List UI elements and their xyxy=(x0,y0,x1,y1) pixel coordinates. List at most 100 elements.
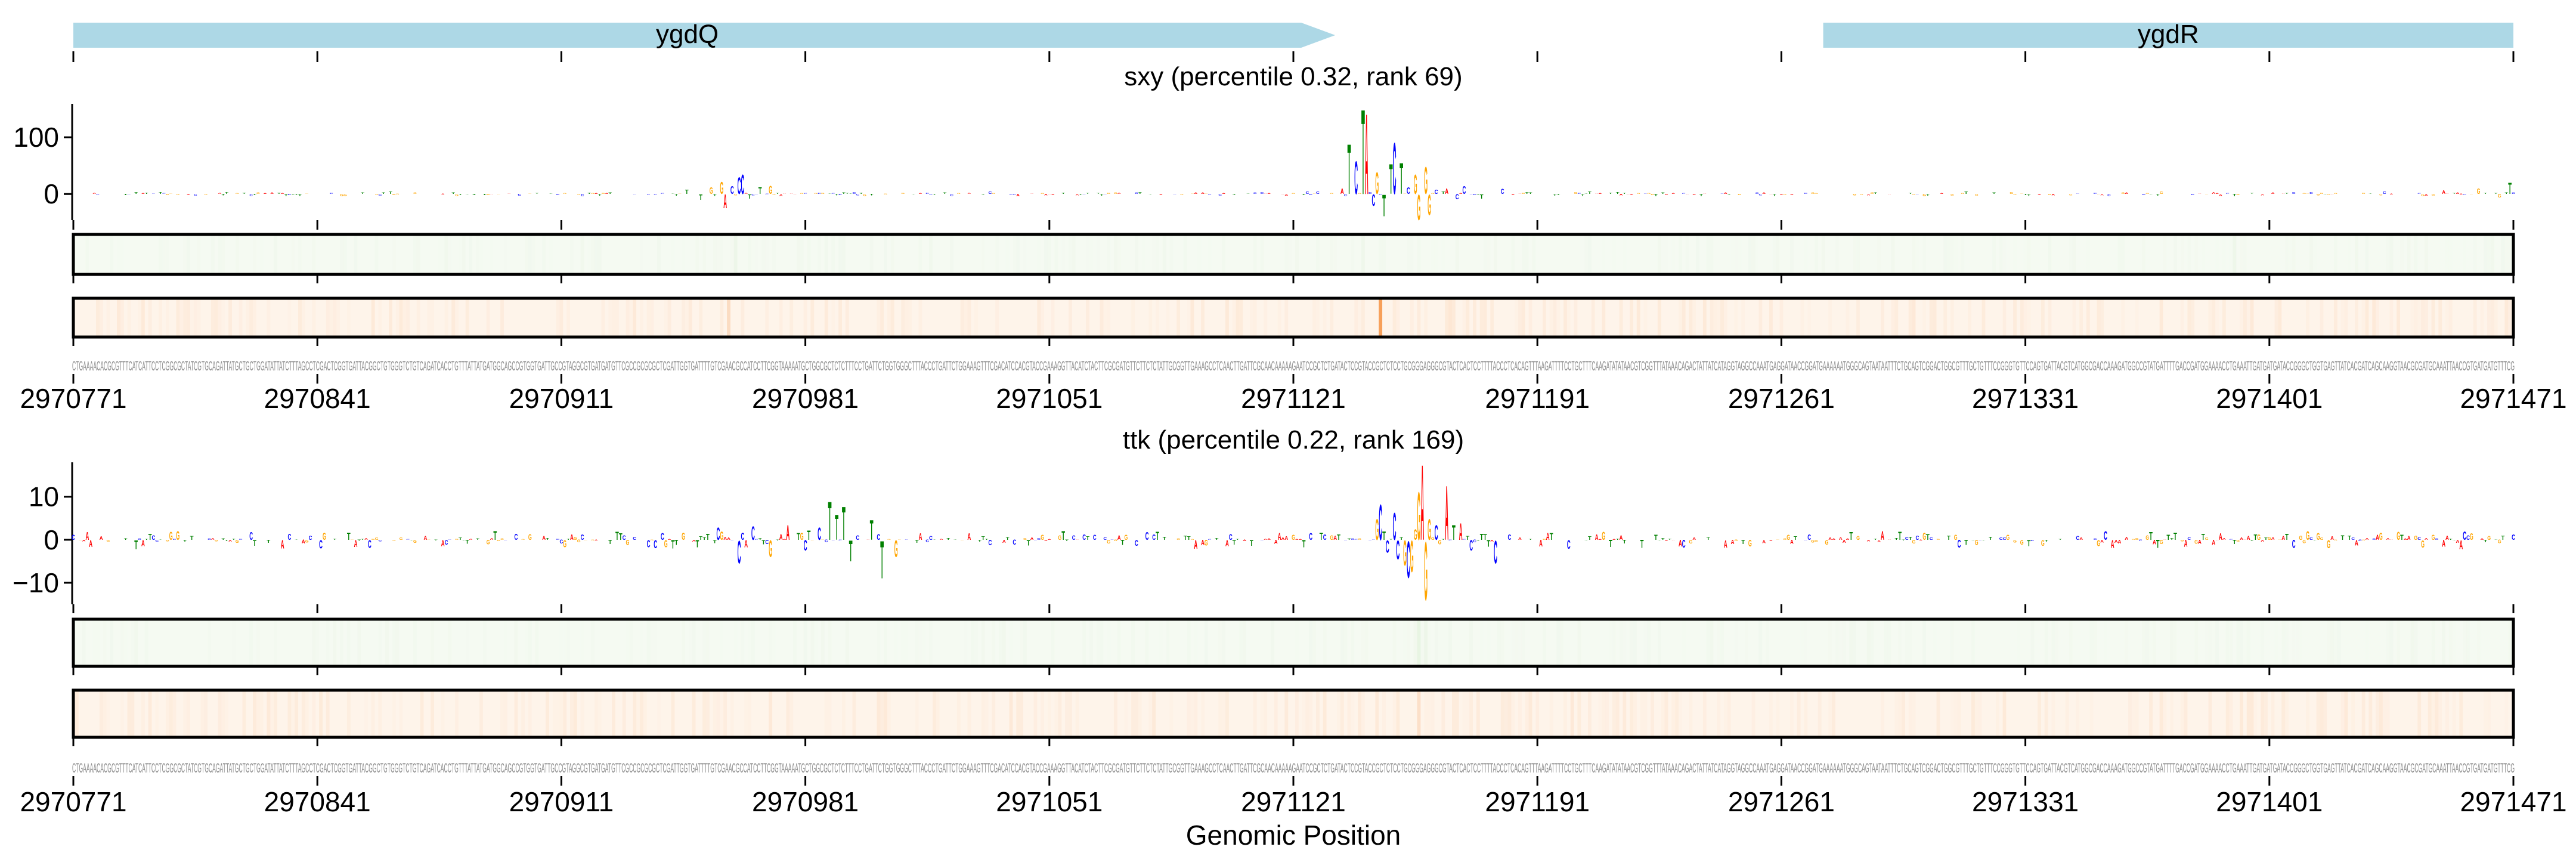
logo-letter: C xyxy=(2417,193,2422,194)
logo-letter: C xyxy=(831,193,835,194)
logo-letter: C xyxy=(654,538,657,551)
logo-letter: C xyxy=(1567,539,1571,552)
heatmap-cell xyxy=(657,690,661,737)
heatmap-cell xyxy=(2508,298,2512,337)
logo-letter: A xyxy=(1201,192,1205,194)
heatmap-cell xyxy=(1915,234,1919,274)
heatmap-cell xyxy=(107,298,110,337)
heatmap-cell xyxy=(689,619,692,666)
logo-letter: G xyxy=(1637,193,1640,194)
heatmap-cell xyxy=(956,690,961,737)
logo-letter: G xyxy=(1825,539,1829,546)
heatmap-cell xyxy=(1023,234,1027,274)
logo-letter: C xyxy=(633,536,636,540)
heatmap-cell xyxy=(2414,234,2418,274)
heatmap-cell xyxy=(2209,619,2212,666)
logo-letter: G xyxy=(800,193,804,194)
logo-letter: C xyxy=(1473,194,1477,196)
heatmap-cell xyxy=(2473,298,2477,337)
heatmap-cell xyxy=(448,619,452,666)
heatmap-cell xyxy=(2484,690,2487,737)
heatmap-cell xyxy=(1856,619,1860,666)
logo-letter: T xyxy=(1773,194,1777,197)
heatmap-cell xyxy=(2504,234,2508,274)
heatmap-cell xyxy=(1776,690,1780,737)
logo-letter: A xyxy=(100,535,103,541)
logo-letter: A xyxy=(1267,193,1271,194)
heatmap-cell xyxy=(138,298,141,337)
logo-letter: T xyxy=(357,540,361,542)
heatmap-cell xyxy=(2376,690,2379,737)
sequence-logo: C G A AA AGT T C A T T C C T G G C G TT C AGTT AT G C CT T AC T A GC… xyxy=(72,443,2515,619)
heatmap-cell xyxy=(1950,690,1954,737)
logo-letter: A xyxy=(786,522,789,545)
logo-letter: G xyxy=(2257,533,2261,542)
logo-letter: T xyxy=(1156,530,1159,543)
logo-letter: T xyxy=(933,539,936,540)
logo-letter: G xyxy=(1431,536,1435,541)
heatmap-cell xyxy=(1717,619,1720,666)
logo-letter: C xyxy=(1208,539,1212,540)
logo-letter: G xyxy=(887,539,891,540)
logo-letter: T xyxy=(1302,194,1306,196)
logo-letter: T xyxy=(1389,539,1393,540)
heatmap-cell xyxy=(755,234,758,274)
logo-letter: A xyxy=(1076,539,1080,540)
heatmap-cell xyxy=(2163,690,2167,737)
heatmap-cell xyxy=(2389,619,2394,666)
logo-letter: T xyxy=(933,194,936,195)
logo-letter: G xyxy=(1602,530,1605,543)
logo-letter: A xyxy=(2445,534,2449,541)
heatmap-cell xyxy=(110,619,114,666)
logo-letter: G xyxy=(769,536,772,563)
heatmap-cell xyxy=(1790,234,1794,274)
logo-letter: T xyxy=(758,186,762,196)
heatmap-cell xyxy=(1086,234,1089,274)
heatmap-cell xyxy=(1041,690,1044,737)
logo-letter: A xyxy=(2212,539,2215,547)
heatmap-cell xyxy=(2333,234,2337,274)
heatmap-cell xyxy=(1382,690,1386,737)
logo-letter: A xyxy=(2456,192,2460,194)
heatmap-cell xyxy=(2365,298,2369,337)
logo-letter: T xyxy=(2250,193,2254,194)
logo-letter: C xyxy=(1435,189,1438,196)
heatmap-cell xyxy=(2003,234,2007,274)
logo-letter: C xyxy=(647,194,651,195)
heatmap-cell xyxy=(1451,298,1456,337)
heatmap-cell xyxy=(964,298,968,337)
logo-letter: G xyxy=(1438,539,1442,546)
heatmap-cell xyxy=(2337,619,2341,666)
heatmap-cell xyxy=(1455,234,1459,274)
heatmap-cell xyxy=(1009,690,1013,737)
logo-letter: C xyxy=(330,193,333,194)
logo-letter: A xyxy=(270,192,274,194)
logo-letter: A xyxy=(2153,539,2156,546)
logo-letter: T xyxy=(587,193,591,194)
heatmap-cell xyxy=(591,234,595,274)
logo-letter: T xyxy=(1337,533,1340,542)
heatmap-cell xyxy=(301,690,305,737)
heatmap-cell xyxy=(640,298,643,337)
heatmap-cell xyxy=(2181,298,2184,337)
heatmap-cell xyxy=(267,690,271,737)
heatmap-cell xyxy=(2051,690,2055,737)
heatmap-cell xyxy=(643,690,647,737)
heatmap-cell xyxy=(1361,298,1365,337)
heatmap-cell xyxy=(1194,619,1197,666)
logo-letter: G xyxy=(236,539,239,544)
heatmap-cell xyxy=(982,234,985,274)
heatmap-cell xyxy=(528,690,532,737)
heatmap-cell xyxy=(2292,234,2296,274)
logo-letter: C xyxy=(2417,536,2422,541)
logo-letter: C xyxy=(950,194,953,197)
logo-letter: T xyxy=(295,539,298,540)
heatmap-cell xyxy=(2086,234,2090,274)
logo-letter: C xyxy=(2104,529,2107,543)
heatmap-cell xyxy=(2246,619,2250,666)
heatmap-cell xyxy=(1971,619,1975,666)
logo-letter: T xyxy=(2045,540,2049,543)
logo-letter: A xyxy=(141,193,145,194)
x-tick-label: 2970911 xyxy=(509,786,614,817)
logo-letter: T xyxy=(978,540,982,543)
